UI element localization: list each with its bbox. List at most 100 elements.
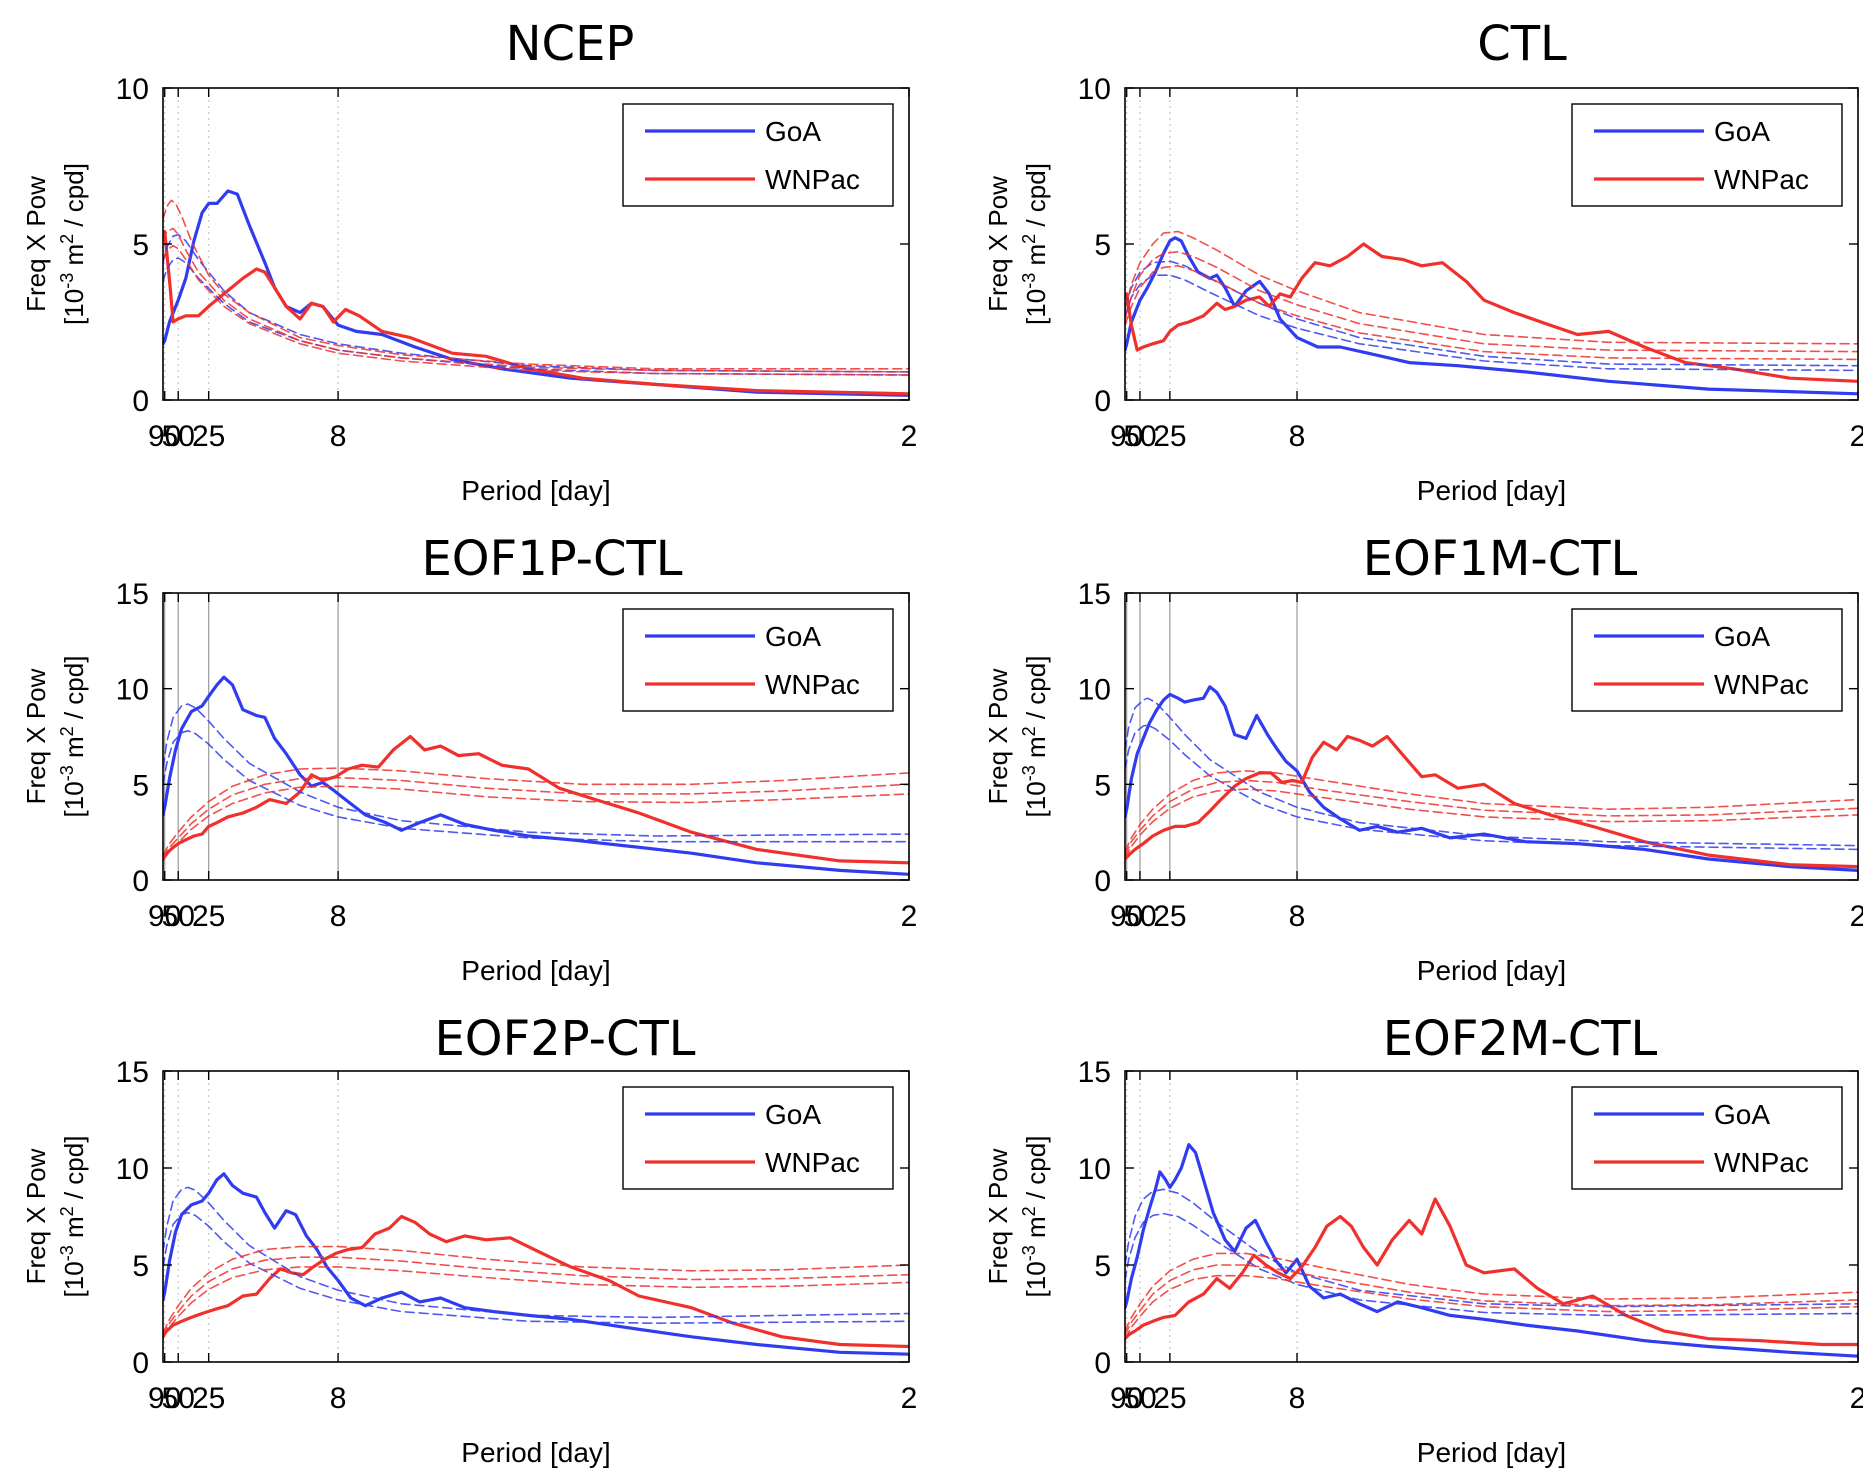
y-tick-label: 5: [1094, 229, 1111, 262]
legend-label-goa: GoA: [1714, 1099, 1770, 1130]
x-tick-label: 90: [1110, 1382, 1143, 1415]
panel-title: EOF1M-CTL: [1363, 531, 1638, 587]
panel-title: EOF2M-CTL: [1383, 1011, 1658, 1067]
axes-box: [162, 1070, 910, 1363]
x-tick-label: 50: [1123, 420, 1156, 453]
panel-title-group: EOF2M-CTL: [1312, 1007, 1728, 1069]
x-tick-label: 2: [901, 420, 918, 453]
y-axis-label-line1: Freq X Pow: [21, 668, 51, 804]
panel-title-group: EOF1M-CTL: [1292, 527, 1708, 589]
legend-label-goa: GoA: [765, 621, 821, 652]
x-tick-label: 25: [192, 1382, 225, 1415]
panel-title-group: EOF1P-CTL: [351, 527, 753, 589]
confidence-curve: [163, 233, 909, 373]
legend: GoA WNPac: [622, 103, 894, 207]
panel-title-background: [351, 527, 753, 589]
axes-box: [1124, 1070, 1859, 1363]
confidence-curve: [1125, 724, 1858, 851]
confidence-curve: [163, 227, 909, 373]
panel-title: CTL: [1477, 16, 1567, 72]
confidence-curve: [1125, 1252, 1858, 1332]
series-group: [163, 189, 909, 397]
x-axis-label: Period [day]: [461, 475, 610, 506]
x-tick-label: 8: [330, 420, 347, 453]
x-tick-label: 2: [1850, 1382, 1863, 1415]
y-tick-label: 10: [116, 73, 149, 106]
y-tick-label: 15: [116, 578, 149, 611]
series-line-wnpac: [163, 1214, 909, 1349]
legend-box: [622, 1086, 894, 1190]
x-tick-label: 90: [148, 420, 181, 453]
confidence-curve: [1125, 274, 1858, 372]
x-axis-label: Period [day]: [1417, 955, 1566, 986]
x-tick-label: 50: [1123, 900, 1156, 933]
confidence-curve: [163, 199, 909, 370]
x-tick-label: 8: [1289, 1382, 1306, 1415]
x-tick-label: 90: [148, 900, 181, 933]
panel-title-background: [364, 1007, 766, 1069]
confidence-curve: [163, 1245, 909, 1334]
confidence-curve: [163, 1266, 909, 1340]
y-tick-label: 15: [1078, 578, 1111, 611]
y-tick-label: 5: [1094, 1250, 1111, 1283]
y-tick-label: 10: [1078, 1153, 1111, 1186]
confidence-curve: [1125, 1188, 1858, 1308]
x-tick-label: 8: [1289, 900, 1306, 933]
confidence-curve: [1125, 1274, 1858, 1340]
confidence-curve: [163, 776, 909, 859]
legend: GoA WNPac: [1571, 103, 1843, 207]
legend-box: [1571, 103, 1843, 207]
confidence-curve: [1125, 1264, 1858, 1336]
confidence-curve: [163, 730, 909, 843]
x-axis-label: Period [day]: [1417, 1437, 1566, 1468]
legend: GoA WNPac: [622, 608, 894, 712]
legend-box: [622, 103, 894, 207]
y-axis-label-line2: [10-3 m2 / cpd]: [1019, 1136, 1051, 1298]
y-axis-label-line2: [10-3 m2 / cpd]: [1019, 656, 1051, 818]
series-group: [1125, 1143, 1858, 1358]
series-line-wnpac: [1125, 734, 1858, 869]
legend-box: [1571, 1086, 1843, 1190]
confidence-curve: [1125, 230, 1858, 345]
legend-label-wnpac: WNPac: [1714, 1147, 1809, 1178]
confidence-curve: [163, 1186, 909, 1319]
y-tick-label: 5: [132, 769, 149, 802]
confidence-curve: [163, 785, 909, 862]
y-axis-label-line2: [10-3 m2 / cpd]: [57, 1136, 89, 1298]
legend: GoA WNPac: [1571, 1086, 1843, 1190]
y-tick-label: 5: [132, 229, 149, 262]
x-tick-label: 2: [1850, 420, 1863, 453]
y-tick-label: 15: [1078, 1056, 1111, 1089]
legend-label-wnpac: WNPac: [1714, 669, 1809, 700]
legend-label-goa: GoA: [1714, 621, 1770, 652]
confidence-curve: [163, 703, 909, 837]
series-group: [1125, 685, 1858, 872]
x-tick-label: 90: [148, 1382, 181, 1415]
series-group: [163, 1172, 909, 1356]
x-axis-label: Period [day]: [461, 1437, 610, 1468]
y-axis-label-line1: Freq X Pow: [983, 668, 1013, 804]
x-axis-label: Period [day]: [461, 955, 610, 986]
y-tick-label: 0: [132, 385, 149, 418]
series-line-goa: [1125, 685, 1858, 872]
x-axis-label: Period [day]: [1417, 475, 1566, 506]
confidence-curve: [1125, 265, 1858, 361]
series-line-wnpac: [163, 229, 909, 396]
legend-label-goa: GoA: [1714, 116, 1770, 147]
panel-title-group: EOF2P-CTL: [364, 1007, 766, 1069]
x-tick-label: 90: [1110, 420, 1143, 453]
x-tick-label: 25: [1153, 900, 1186, 933]
confidence-curve: [163, 1211, 909, 1324]
x-tick-label: 50: [1123, 1382, 1156, 1415]
x-tick-label: 50: [162, 900, 195, 933]
y-tick-label: 10: [1078, 674, 1111, 707]
panel-title-group: CTL: [1477, 16, 1567, 72]
confidence-curve: [1125, 779, 1858, 856]
confidence-curve: [163, 244, 909, 376]
x-tick-label: 8: [1289, 420, 1306, 453]
